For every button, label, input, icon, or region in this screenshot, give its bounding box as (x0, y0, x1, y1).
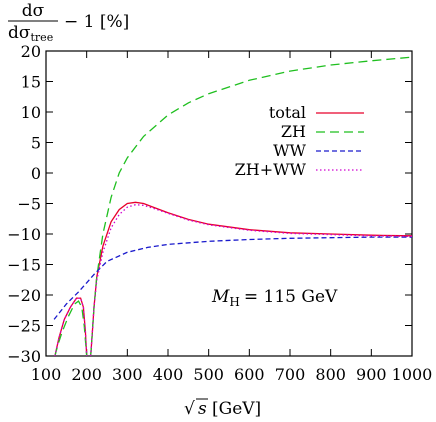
x-tick-label: 900 (356, 365, 387, 384)
x-axis-title: √ s [GeV] (184, 398, 261, 419)
y-axis-title-suffix: − 1 [%] (64, 12, 129, 32)
legend-label: total (269, 103, 306, 122)
plot-frame (45, 50, 413, 357)
y-tick-label: −15 (7, 256, 41, 275)
y-axis-ticks: 20 15 10 5 0 −5 −10 −15 −20 −25 −30 (7, 42, 412, 366)
x-tick-label: 1000 (392, 365, 433, 384)
x-axis-title-unit: [GeV] (212, 399, 261, 419)
y-tick-label: −30 (7, 347, 41, 366)
higgs-mass-symbol: M (211, 287, 230, 307)
x-tick-label: 600 (234, 365, 265, 384)
y-tick-label: 5 (31, 134, 41, 153)
x-axis-ticks: 100 200 300 400 500 600 700 800 900 1000 (31, 51, 433, 384)
y-axis-title: dσ dσtree − 1 [%] (8, 1, 129, 44)
x-tick-label: 100 (31, 365, 62, 384)
x-tick-label: 500 (193, 365, 224, 384)
y-tick-label: −10 (7, 225, 41, 244)
y-tick-label: 0 (31, 164, 41, 183)
x-tick-label: 400 (153, 365, 184, 384)
y-tick-label: 20 (21, 42, 41, 61)
x-tick-label: 800 (315, 365, 346, 384)
x-axis-title-variable: s (198, 399, 207, 419)
legend-label: ZH (281, 122, 306, 141)
legend-label: WW (273, 141, 306, 160)
series-layer (53, 56, 412, 356)
higgs-mass-subscript: H (229, 295, 239, 309)
y-axis-title-denominator: dσ (8, 23, 31, 43)
series-line-total (54, 201, 412, 356)
higgs-mass-annotation: MH = 115 GeV (211, 287, 338, 309)
y-axis-title-denominator-wrap: dσtree (8, 23, 53, 44)
series-line-zh-ww (54, 204, 412, 356)
x-tick-label: 300 (112, 365, 143, 384)
y-axis-title-denominator-sub: tree (31, 31, 54, 44)
y-tick-label: −25 (7, 317, 41, 336)
x-tick-label: 700 (275, 365, 306, 384)
series-line-ww (53, 236, 412, 320)
y-tick-label: −5 (17, 195, 41, 214)
y-tick-label: 10 (21, 103, 41, 122)
x-axis-title-sqrt: √ (184, 399, 195, 419)
higgs-mass-value: = 115 GeV (244, 287, 338, 307)
y-tick-label: 15 (21, 73, 41, 92)
y-axis-title-numerator: dσ (22, 1, 45, 21)
legend-label: ZH+WW (235, 160, 307, 179)
x-tick-label: 200 (71, 365, 102, 384)
y-tick-label: −20 (7, 286, 41, 305)
series-line-zh (54, 56, 412, 356)
